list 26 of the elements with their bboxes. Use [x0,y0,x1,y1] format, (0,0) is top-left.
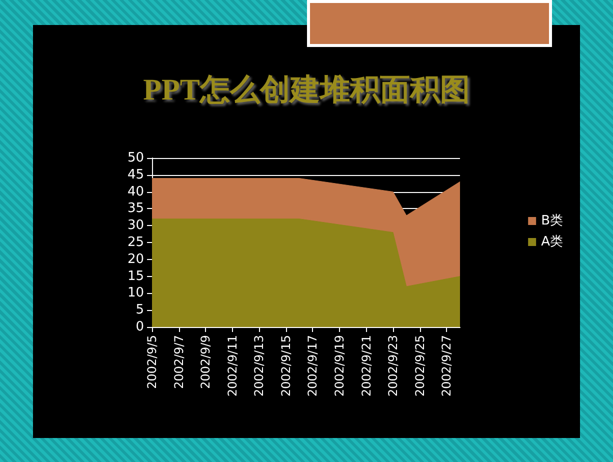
y-tick-label: 40 [127,184,144,200]
y-tick-label: 15 [127,268,144,284]
x-tick-label: 2002/9/21 [359,335,374,397]
x-tick-label: 2002/9/27 [440,335,454,397]
y-tick-label: 20 [127,252,144,267]
y-tick-label: 25 [127,235,144,250]
x-tick-label: 2002/9/15 [278,335,293,397]
y-tick-label: 0 [136,320,144,334]
x-tick-label: 2002/9/19 [332,335,346,397]
y-tick-label: 30 [127,218,144,234]
y-tick-label: 35 [127,201,144,216]
x-tick-label: 2002/9/23 [386,335,400,397]
x-tick-label: 2002/9/5 [145,335,159,389]
x-tick-label: 2002/9/7 [172,335,186,389]
y-tick-label: 10 [127,286,144,301]
x-tick-label: 2002/9/13 [252,335,266,397]
y-tick-label: 50 [127,150,144,166]
y-tick-label: 5 [136,302,144,318]
y-tick-label: 45 [127,167,144,182]
legend-label: B类 [541,214,564,228]
x-tick-label: 2002/9/9 [198,335,213,389]
legend-label: A类 [541,234,563,250]
x-tick-label: 2002/9/11 [225,335,240,397]
x-tick-label: 2002/9/17 [306,335,320,397]
x-tick-label: 2002/9/25 [412,335,427,397]
chart-title: PPT怎么创建堆积面积图 [143,74,470,106]
